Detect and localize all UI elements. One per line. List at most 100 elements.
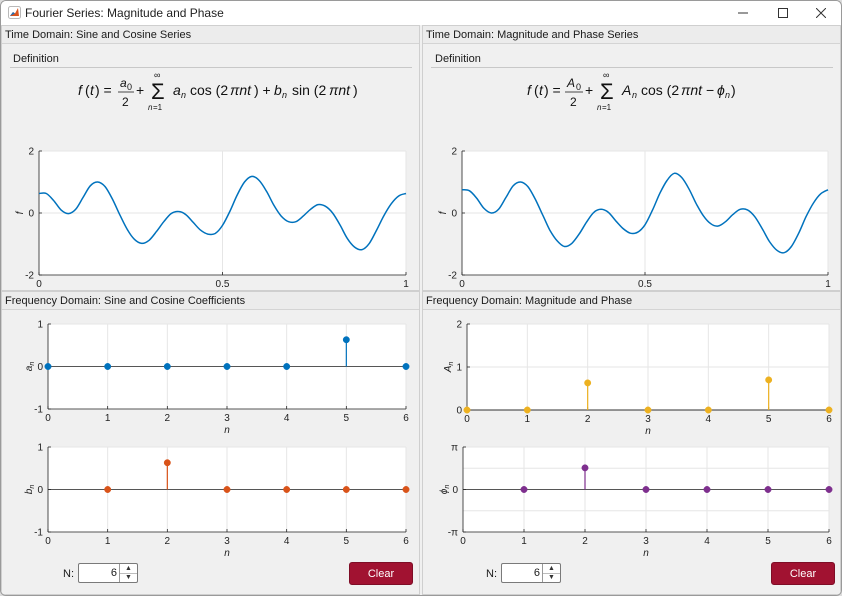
x-tick-label: 6 [403,413,409,424]
y-tick-label: -2 [448,271,457,282]
x-tick-label: 3 [224,413,230,424]
svg-text:=1: =1 [153,103,163,112]
x-tick-label: 0 [45,536,51,547]
title-bar: Fourier Series: Magnitude and Phase [1,1,841,25]
x-tick-label: 0.5 [638,279,652,290]
panel-header [2,26,419,44]
spinner-up-arrow-icon[interactable]: ▲ [120,564,137,574]
x-tick-label: 1 [521,536,527,547]
x-tick-label: 5 [344,413,350,424]
x-axis-label: n [645,426,651,437]
y-axis-label: f [15,210,26,214]
n-spinner[interactable]: 6 ▲ ▼ [501,563,561,583]
frequency-domain-magnitude-phase-panel: Frequency Domain: Magnitude and Phase 0 1… [422,291,841,595]
panel-header [2,292,419,310]
x-axis-label: n [643,548,649,559]
minimize-button[interactable] [723,1,763,25]
stem-marker [104,363,112,370]
svg-text:∞: ∞ [154,70,160,80]
svg-text:πnt: πnt [681,82,703,98]
stem-marker [523,406,531,414]
x-tick-label: 1 [105,536,111,547]
svg-text:−: − [706,82,714,98]
y-tick-label: π [451,443,458,454]
n-label: N: [486,568,497,580]
n-spinner-value[interactable]: 6 [533,567,540,579]
svg-text:∞: ∞ [603,70,609,80]
x-tick-label: 0 [459,279,465,290]
stem-marker [283,486,291,493]
svg-text:b: b [274,82,282,98]
svg-text:ϕ: ϕ [717,82,725,98]
x-tick-label: 1 [525,414,531,425]
svg-text:) =: ) = [544,82,561,98]
definition-divider [10,67,412,68]
time-domain-sine-cosine-panel: Time Domain: Sine and Cosine Series Defi… [1,25,421,293]
series-line [461,172,829,254]
y-axis-label: f [438,210,449,214]
svg-text:cos (2: cos (2 [190,82,228,98]
svg-text:2: 2 [570,95,577,109]
stem-marker [342,486,350,493]
clear-button[interactable]: Clear [771,562,835,585]
svg-text:f: f [527,82,533,98]
stem-marker [703,486,711,493]
svg-text:A: A [621,82,631,98]
svg-text:n: n [597,103,602,112]
svg-text:n: n [181,90,186,100]
svg-text:n: n [725,90,730,100]
svg-text:n: n [632,90,637,100]
spinner-down-arrow-icon[interactable]: ▼ [548,574,555,581]
stem-marker [402,486,410,493]
An-stem-plot[interactable]: 0 1 2 3 4 5 6 2 1 0 n An [423,316,842,440]
svg-text:a: a [173,82,181,98]
svg-text:(: ( [534,82,539,98]
stem-marker [704,406,712,414]
spinner-buttons: ▲ ▼ [119,564,137,582]
x-tick-label: 3 [645,414,651,425]
svg-text:0: 0 [576,82,581,92]
maximize-button[interactable] [763,1,803,25]
svg-text:) =: ) = [95,82,112,98]
svg-text:+: + [136,82,144,98]
stem-marker [402,363,410,370]
stem-marker [825,486,833,493]
y-tick-label: 0 [456,406,462,417]
x-tick-label: 6 [403,536,409,547]
n-spinner-value[interactable]: 6 [110,567,117,579]
svg-text:Σ: Σ [600,79,614,104]
y-axis-label: an [24,362,36,372]
spinner-down-arrow-icon[interactable]: ▼ [125,574,132,581]
x-tick-label: 2 [582,536,588,547]
svg-text:A: A [566,76,575,90]
clear-button[interactable]: Clear [349,562,413,585]
y-tick-label: -2 [25,271,34,282]
stem-marker [581,464,589,472]
definition-label: Definition [13,53,59,65]
stem-marker [163,459,171,467]
svg-text:n: n [282,90,287,100]
x-tick-label: 1 [403,279,409,290]
x-tick-label: 1 [105,413,111,424]
y-axis-label: ϕn [439,485,451,495]
y-tick-label: 0 [37,362,43,373]
x-axis-label: n [224,548,230,559]
stem-marker [104,486,112,493]
definition-divider [431,67,833,68]
definition-label: Definition [435,53,481,65]
y-tick-label: -1 [34,528,43,539]
stem-marker [520,486,528,493]
n-spinner[interactable]: 6 ▲ ▼ [78,563,138,583]
spinner-up-arrow-icon[interactable]: ▲ [543,564,560,574]
close-button[interactable] [801,1,841,25]
panel-title: Time Domain: Sine and Cosine Series [5,29,192,41]
x-tick-label: 1 [825,279,831,290]
x-tick-label: 2 [585,414,591,425]
